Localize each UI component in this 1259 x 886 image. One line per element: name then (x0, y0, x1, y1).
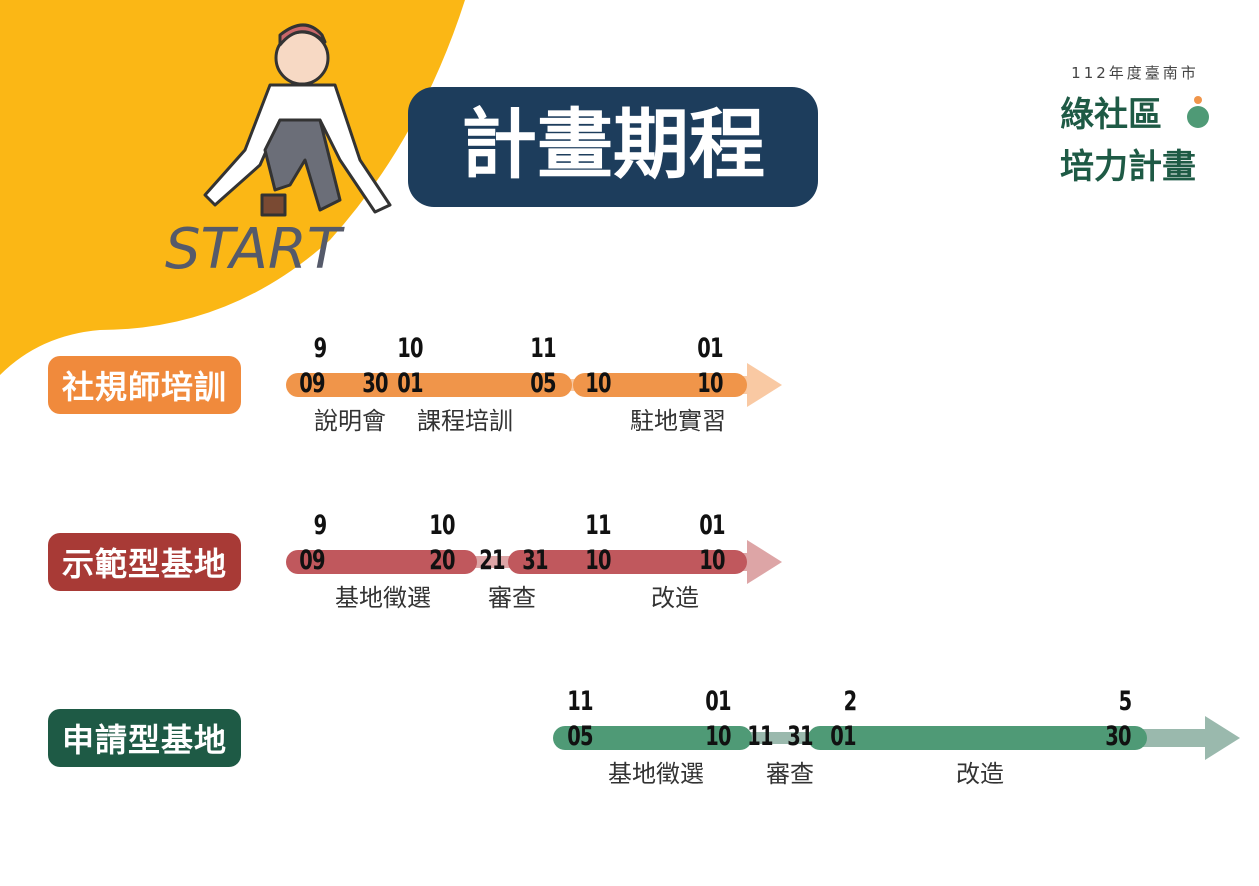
track-label: 申請型基地 (48, 709, 242, 767)
day: 10 (699, 545, 725, 576)
day: 05 (567, 721, 593, 752)
month: 11 (530, 333, 556, 364)
month: 01 (697, 333, 723, 364)
phase: 基地徵選 (608, 760, 704, 788)
day: 30 (1105, 721, 1131, 752)
phase: 駐地實習 (630, 407, 726, 435)
title-box (408, 87, 818, 207)
phase: 改造 (956, 760, 1004, 788)
phase: 課程培訓 (417, 407, 513, 435)
month: 11 (567, 686, 593, 717)
day: 01 (830, 721, 856, 752)
day: 10 (585, 545, 611, 576)
track-label: 社規師培訓 (48, 356, 242, 414)
track-label: 示範型基地 (48, 533, 242, 591)
arrow-head (747, 540, 782, 584)
day: 30 (362, 368, 388, 399)
day: 31 (787, 721, 813, 752)
logo-year: 112年度臺南市 (1071, 64, 1199, 82)
day: 01 (397, 368, 423, 399)
month: 2 (843, 686, 858, 717)
arrow-head (1205, 716, 1240, 760)
day: 10 (585, 368, 611, 399)
start-text: START (165, 217, 345, 282)
runner (203, 23, 392, 217)
day: 20 (429, 545, 455, 576)
day: 10 (705, 721, 731, 752)
phase: 改造 (651, 584, 699, 612)
month: 11 (585, 510, 611, 541)
phase: 基地徵選 (335, 584, 431, 612)
arrow-head (747, 363, 782, 407)
month: 5 (1118, 686, 1133, 717)
phase: 審查 (488, 584, 536, 612)
month: 10 (429, 510, 455, 541)
month: 9 (313, 510, 328, 541)
month: 01 (699, 510, 725, 541)
month: 01 (705, 686, 731, 717)
day: 10 (697, 368, 723, 399)
day: 21 (479, 545, 505, 576)
day: 09 (299, 545, 325, 576)
month: 9 (313, 333, 328, 364)
logo-line1: 綠社區 (1060, 95, 1162, 135)
day: 31 (522, 545, 548, 576)
phase: 說明會 (314, 407, 386, 435)
day: 09 (299, 368, 325, 399)
logo-icon (1187, 106, 1209, 128)
month: 10 (397, 333, 423, 364)
day: 05 (530, 368, 556, 399)
logo-icon-dot (1194, 96, 1202, 104)
logo-line2: 培力計畫 (1060, 147, 1196, 187)
phase: 審查 (766, 760, 814, 788)
day: 11 (747, 721, 773, 752)
title: 計畫期程 (461, 100, 765, 189)
